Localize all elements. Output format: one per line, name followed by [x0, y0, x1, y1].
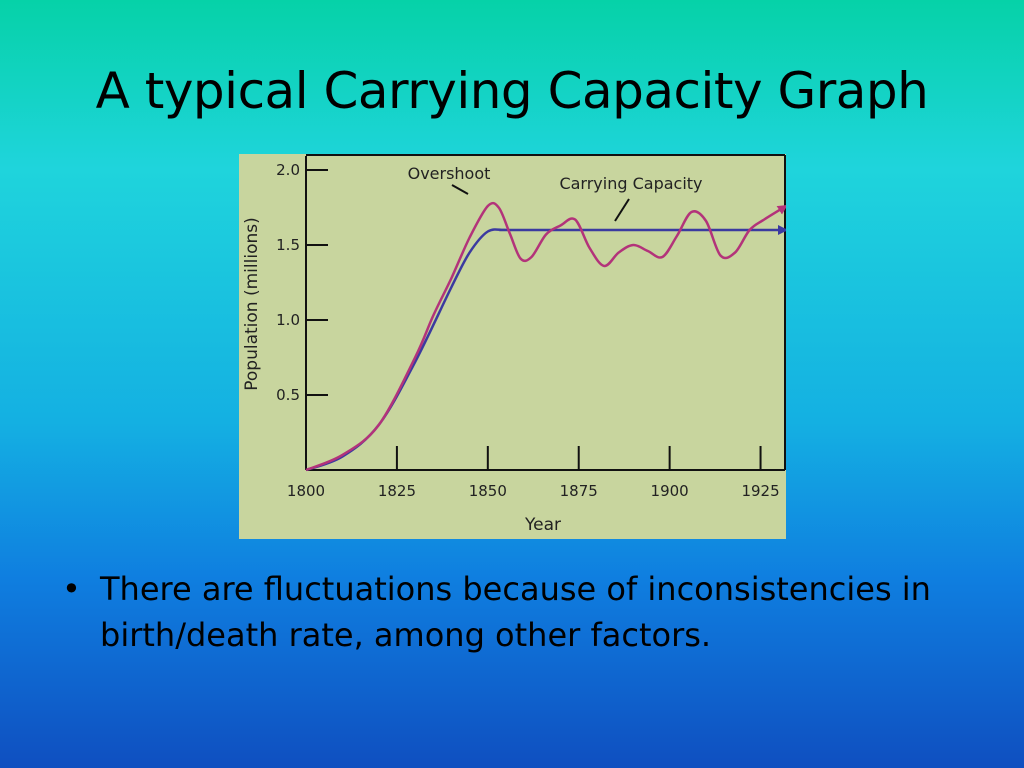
bullet-item: • There are fluctuations because of inco…: [62, 566, 982, 658]
x-tick-label: 1900: [651, 482, 689, 500]
slide-title: A typical Carrying Capacity Graph: [95, 62, 929, 120]
y-tick-label: 1.0: [276, 311, 300, 329]
y-tick-label: 0.5: [276, 386, 300, 404]
annotation-carrying-capacity-leader: [614, 198, 630, 222]
x-tick-label: 1825: [378, 482, 416, 500]
x-tick-label: 1875: [560, 482, 598, 500]
y-tick-label: 2.0: [276, 161, 300, 179]
annotation-carrying-capacity: Carrying Capacity: [559, 174, 702, 193]
x-tick-label: 1850: [469, 482, 507, 500]
y-axis-title: Population (millions): [242, 217, 262, 390]
x-axis-title: Year: [524, 515, 561, 535]
y-tick-label: 1.5: [276, 236, 300, 254]
carrying-capacity-chart: 0.5 1.0 1.5 2.0 1800 1825 1850 1875 1900 1925 Year…: [242, 154, 786, 535]
chart-panel: 0.5 1.0 1.5 2.0 1800 1825 1850 1875 1900 1925 Year…: [239, 154, 786, 539]
annotation-overshoot-leader: [451, 184, 469, 195]
annotation-overshoot: Overshoot: [408, 164, 491, 183]
x-tick-label: 1800: [287, 482, 325, 500]
x-tick-label: 1925: [741, 482, 779, 500]
bullet-dot: •: [62, 570, 81, 608]
population-line: [305, 201, 786, 472]
carrying-capacity-line: [305, 225, 786, 472]
bullet-text: There are fluctuations because of incons…: [100, 570, 931, 654]
